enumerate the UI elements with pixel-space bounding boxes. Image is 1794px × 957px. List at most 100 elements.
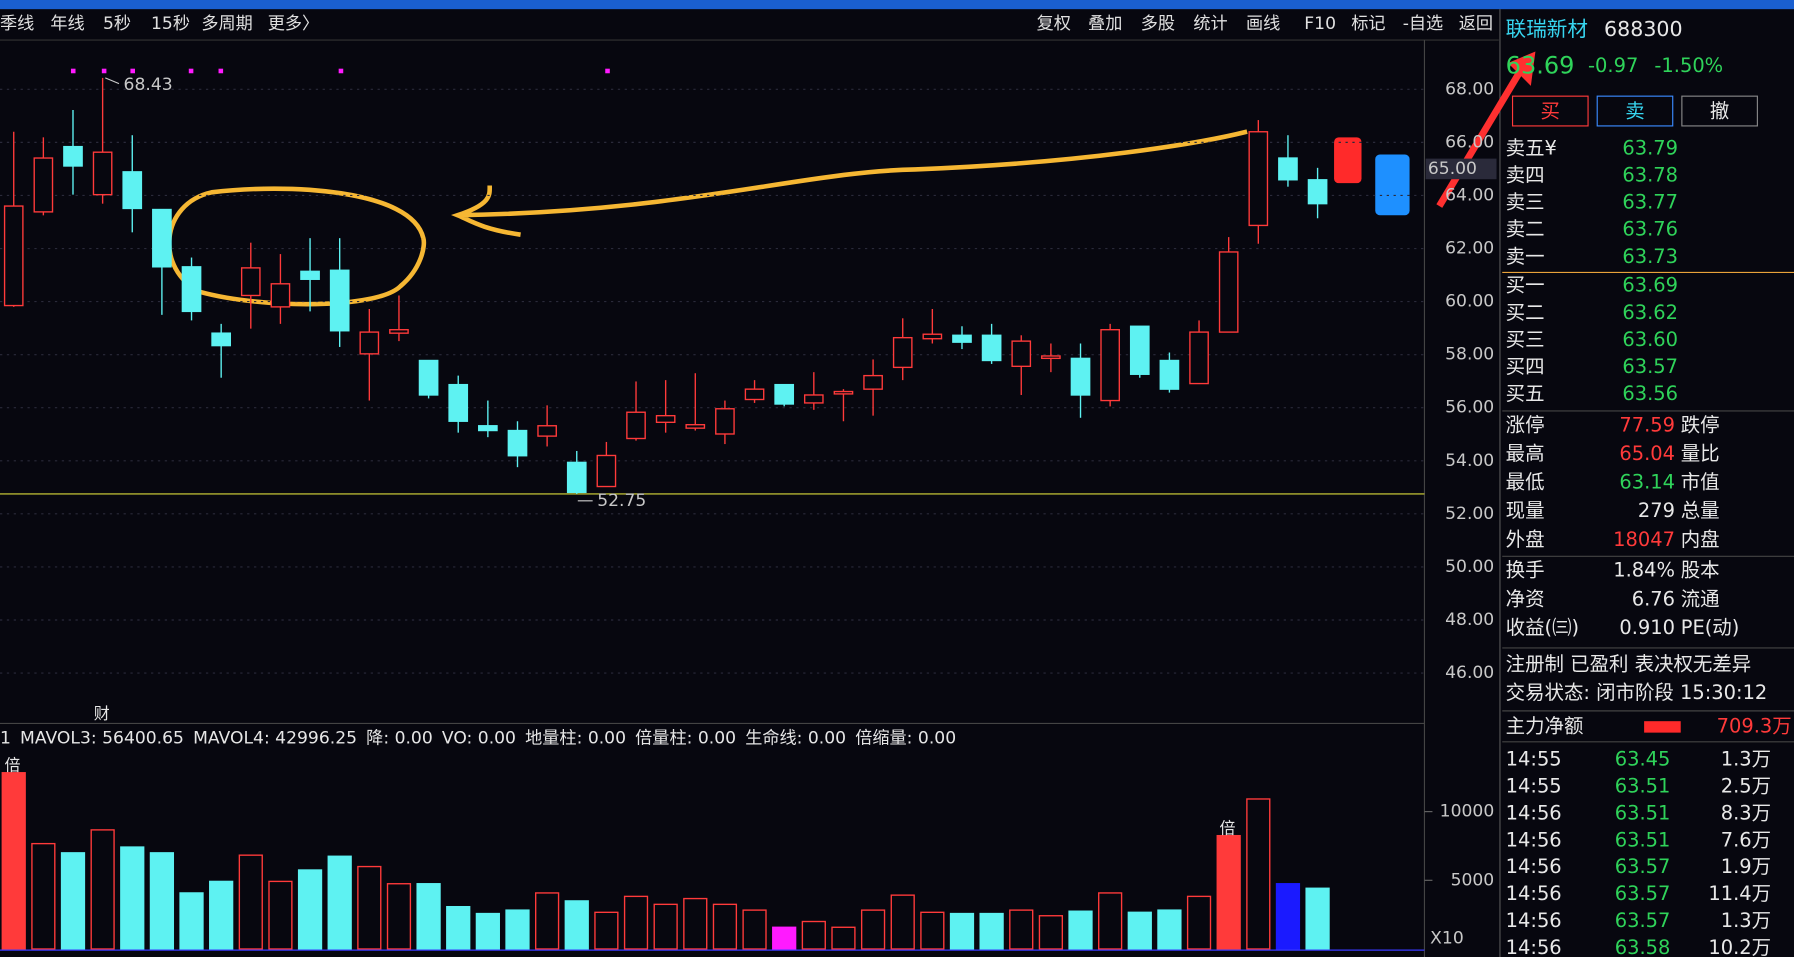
y-tick-label: 56.00	[1445, 398, 1494, 418]
buy-button[interactable]	[1511, 95, 1589, 127]
volume-bar	[831, 926, 856, 950]
toolbar-button[interactable]: 复权	[1037, 14, 1071, 34]
volume-bar	[1275, 883, 1301, 950]
toolbar-tab[interactable]: 季线	[0, 14, 34, 34]
stat-value: 1.84%	[1613, 559, 1675, 582]
candle-body	[626, 411, 646, 440]
tick-time: 14:56	[1506, 882, 1562, 905]
candle-body	[715, 408, 735, 435]
legend-item: 倍量柱: 0.00	[635, 728, 736, 748]
candle-body	[566, 461, 587, 494]
stat-value: 77.59	[1619, 413, 1675, 436]
price-change: -0.97	[1588, 54, 1638, 77]
stat-label: 最低	[1506, 471, 1545, 494]
book-price: 63.62	[1622, 301, 1678, 324]
toolbar-tab[interactable]: 多周期	[201, 14, 252, 34]
toolbar-tab[interactable]: 年线	[50, 14, 84, 34]
signal-dot	[218, 68, 224, 74]
volume-bar	[712, 903, 738, 950]
candle-body	[596, 454, 617, 488]
toolbar-button[interactable]: 画线	[1246, 14, 1280, 34]
toolbar-button[interactable]: 叠加	[1088, 14, 1122, 34]
toolbar-button[interactable]: 统计	[1193, 14, 1227, 34]
volume-bar	[120, 846, 145, 950]
toolbar-button[interactable]: -自选	[1403, 14, 1444, 34]
volume-bar	[801, 920, 826, 950]
volume-bar	[1246, 798, 1271, 950]
stat-label: 内盘	[1681, 528, 1720, 551]
candle-body	[1248, 131, 1269, 227]
volume-bar	[446, 905, 471, 950]
y-tick-label: 46.00	[1445, 663, 1494, 683]
flow-bar	[1644, 721, 1681, 733]
candle-body	[63, 145, 83, 167]
signal-dot	[70, 68, 76, 74]
volume-bar	[979, 912, 1004, 950]
toolbar-tab[interactable]: 5秒	[103, 14, 131, 34]
candle-body	[803, 394, 824, 404]
tick-time: 14:56	[1506, 936, 1562, 957]
volume-bar	[772, 926, 797, 950]
volume-bar	[920, 911, 945, 950]
volume-bar	[683, 897, 708, 950]
zoom-label: X10	[1430, 929, 1464, 949]
volume-bar	[238, 854, 263, 950]
volume-bar	[1098, 892, 1123, 950]
toolbar-button[interactable]: 标记	[1351, 14, 1385, 34]
volume-bar	[1305, 887, 1330, 950]
sell-button[interactable]	[1596, 95, 1674, 127]
tick-price: 63.45	[1615, 748, 1671, 771]
bar-label: 倍	[5, 755, 21, 774]
y-tick-label: 66.00	[1445, 132, 1494, 152]
order-button[interactable]: 卖	[1625, 100, 1644, 123]
candle-body	[240, 267, 261, 297]
stat-label: 换手	[1506, 559, 1545, 582]
candle-body	[1041, 355, 1061, 360]
red-arrow	[1436, 66, 1525, 208]
y-tick-label: 64.00	[1445, 185, 1494, 205]
tick-volume: 8.3万	[1721, 801, 1771, 824]
candle-body	[744, 388, 765, 401]
y-tick-label: 54.00	[1445, 451, 1494, 471]
candle-body	[359, 331, 380, 355]
book-price: 63.69	[1622, 274, 1678, 297]
candle-body	[922, 333, 943, 340]
flow-value: 709.3万	[1717, 714, 1792, 737]
toolbar-tab[interactable]: 更多〉	[268, 14, 319, 34]
toolbar-button[interactable]: 返回	[1459, 14, 1493, 34]
y-tick-label: 60.00	[1445, 292, 1494, 312]
candle-body	[1278, 157, 1298, 181]
legend-item: MAVOL3: 56400.65	[20, 728, 184, 748]
candle-body	[507, 429, 528, 457]
candle-body	[3, 205, 24, 307]
toolbar-tab[interactable]: 15秒	[151, 14, 190, 34]
toolbar-button[interactable]: 多股	[1141, 14, 1175, 34]
candle-body	[329, 269, 350, 332]
legend-item: VO: 0.00	[442, 728, 516, 748]
candle-body	[152, 208, 172, 268]
toolbar-button[interactable]: F10	[1304, 14, 1336, 34]
legend-item: 降: 0.00	[366, 728, 433, 748]
order-button[interactable]: 买	[1541, 100, 1560, 123]
tick-time: 14:56	[1506, 909, 1562, 932]
cancel-button[interactable]	[1681, 95, 1758, 127]
order-button[interactable]: 撤	[1710, 100, 1729, 123]
tick-price: 63.58	[1615, 936, 1671, 957]
legend-item: 生命线: 0.00	[745, 728, 846, 748]
title-strip	[0, 0, 1794, 10]
candle-body	[478, 425, 498, 432]
stat-label: 外盘	[1506, 528, 1545, 551]
stat-label: 流通	[1681, 587, 1720, 610]
volume-bar	[1127, 911, 1152, 950]
tick-volume: 1.9万	[1721, 855, 1771, 878]
book-price: 63.78	[1622, 163, 1678, 186]
signal-dot	[101, 68, 107, 74]
annotation-circle	[167, 186, 427, 307]
price-tag-box	[1425, 158, 1497, 180]
tick-volume: 1.3万	[1721, 909, 1771, 932]
volume-bar	[90, 829, 115, 950]
tick-time: 14:55	[1506, 748, 1562, 771]
candle-body	[270, 283, 291, 308]
candle-body	[863, 374, 883, 390]
tick-time: 14:55	[1506, 775, 1562, 798]
